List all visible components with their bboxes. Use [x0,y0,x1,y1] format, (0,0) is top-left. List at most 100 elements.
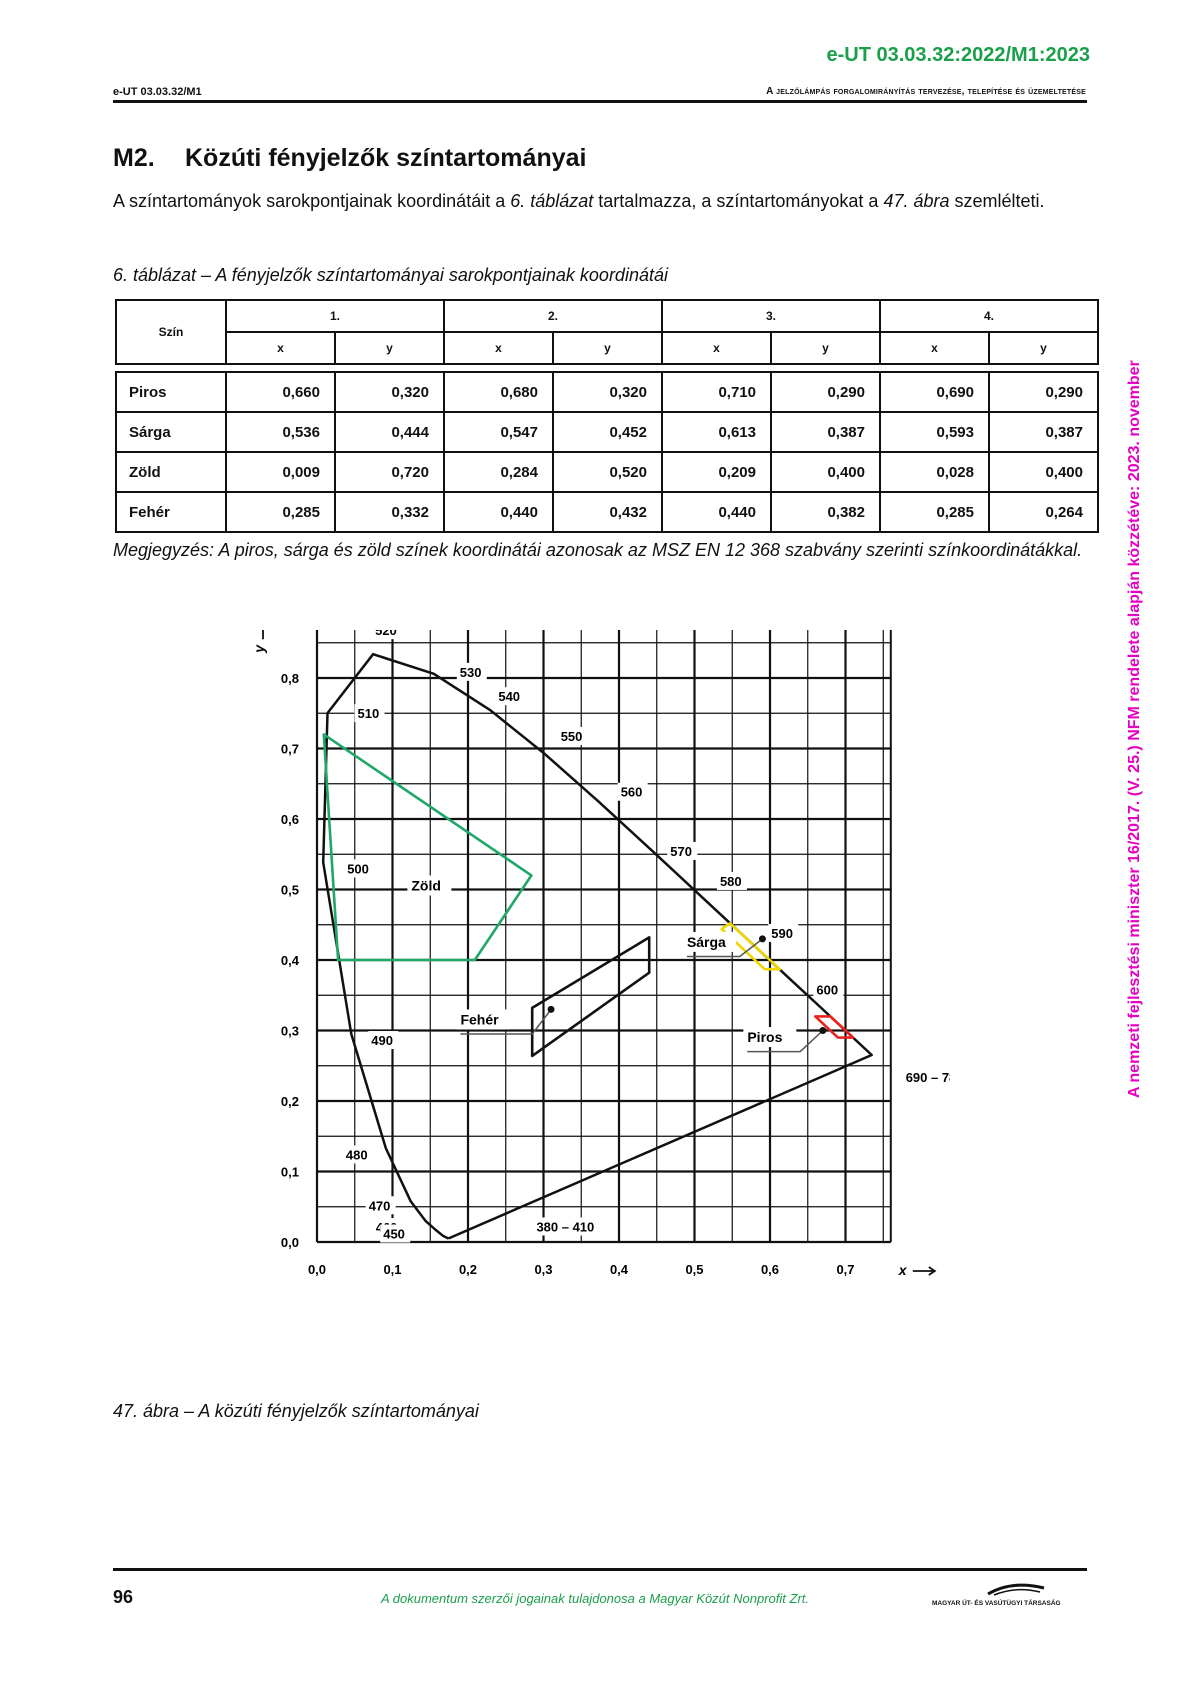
running-header-left: e-UT 03.03.32/M1 [113,86,202,98]
wavelength-label-bg [372,630,403,640]
table-spacer-row [116,363,1098,373]
wavelength-label-bg [495,687,526,706]
wavelength-label-bg [344,859,375,878]
wavelength-label-bg [716,871,747,890]
y-tick-label: 0,7 [281,742,299,757]
region-leader-line [747,1029,824,1053]
table-cell: 0,290 [770,371,881,413]
table-cell: 0,593 [879,411,990,453]
table-cell: 0,382 [770,491,881,533]
subheader-x: x [879,331,990,365]
table-cell: 0,690 [879,371,990,413]
wavelength-label-bg [617,782,648,801]
x-axis-arrow [912,1266,937,1276]
table-cell: 0,680 [443,371,554,413]
figure-reference: 47. ábra [883,191,950,211]
color-name: Piros [115,371,227,413]
figure-caption: 47. ábra – A közúti fényjelzők színtarto… [113,1401,479,1421]
region-sárga-outline [720,921,782,971]
color-coordinates-table: Szín 1. 2. 3. 4. x y x y x y x y Piros 0… [115,299,1099,533]
y-tick-label: 0,1 [281,1165,299,1180]
group-header-4: 4. [879,299,1099,333]
table-caption: 6. táblázat – A fényjelzők színtartomány… [113,265,668,285]
y-tick-label: 0,6 [281,812,299,827]
table-subheader-row: x y x y x y x y [116,331,1099,365]
subheader-y: y [552,331,663,365]
logo-text: MAGYAR ÚT- ÉS VASÚTÜGYI TÁRSASÁG [932,1598,1061,1607]
wavelength-label-bg [813,980,844,999]
wavelength-label: 570 [670,844,692,859]
y-tick-label: 0,3 [281,1024,299,1039]
table-cell: 0,264 [988,491,1099,533]
table-cell: 0,387 [770,411,881,453]
wavelength-label: 510 [357,706,379,721]
intro-text-3: szemlélteti. [949,191,1045,211]
section-number: M2. [113,144,155,172]
table-cell: 0,720 [334,451,445,493]
wavelength-label: 580 [720,874,742,889]
wavelength-label: 540 [498,689,520,704]
group-header-1: 1. [225,299,445,333]
region-zöld-outline [322,733,533,962]
table-cell: 0,547 [443,411,554,453]
region-leader-line [460,1008,552,1035]
table-cell: 0,660 [225,371,336,413]
table-cell: 0,613 [661,411,772,453]
wavelength-label-bg [354,704,385,723]
region-label: Sárga [687,934,726,950]
table-cell: 0,440 [661,491,772,533]
y-axis-arrow [262,630,264,640]
table-cell: 0,209 [661,451,772,493]
x-axis-label: x [898,1262,908,1278]
region-label: Piros [747,1029,782,1045]
table-cell: 0,285 [225,491,336,533]
section-title: M2. Közúti fényjelzők színtartományai [113,144,586,173]
region-leader-dot [547,1005,555,1013]
table-cell: 0,400 [988,451,1099,493]
x-tick-label: 0,3 [534,1262,552,1277]
chromaticity-chart: 0,0 0,1 0,2 0,3 0,4 0,5 0,6 0,7 0,0 0,1 0,2 0,3 0,4 0… [251,630,950,1278]
region-label: Fehér [460,1011,499,1027]
table-cell: 0,536 [225,411,336,453]
subheader-y: y [988,331,1099,365]
color-name: Zöld [115,451,227,493]
y-tick-label: 0,0 [281,1235,299,1250]
subheader-x: x [225,331,336,365]
footer-rule [113,1568,1087,1571]
table-cell: 0,387 [988,411,1099,453]
wavelength-label: 490 [371,1033,393,1048]
wavelength-label: 590 [771,926,793,941]
region-label: Zöld [411,878,441,894]
table-note: Megjegyzés: A piros, sárga és zöld színe… [113,540,1083,560]
table-cell: 0,440 [443,491,554,533]
header-rule [113,100,1087,103]
region-label-bg [682,931,736,952]
group-header-3: 3. [661,299,881,333]
region-piros-outline [813,1015,855,1039]
wavelength-label-bg [456,662,487,681]
section-title-text: Közúti fényjelzők színtartományai [185,144,587,172]
subheader-x: x [661,331,772,365]
wavelength-label-bg [902,1067,950,1086]
table-cell: 0,452 [552,411,663,453]
wavelength-label-bg [380,1224,411,1243]
wavelength-label: 530 [460,665,482,680]
x-tick-label: 0,7 [836,1262,854,1277]
table-cell: 0,285 [879,491,990,533]
x-tick-label: 0,4 [610,1262,629,1277]
table-cell: 0,444 [334,411,445,453]
copyright-notice: A dokumentum szerzői jogainak tulajdonos… [380,1591,809,1606]
row-header-cell: Szín [115,299,227,365]
spectral-locus-line [321,652,873,1240]
table-row: Piros 0,660 0,320 0,680 0,320 0,710 0,29… [115,371,1099,413]
wavelength-label: 470 [369,1198,391,1213]
wavelength-label: 500 [347,861,369,876]
table-row: Fehér 0,285 0,332 0,440 0,432 0,440 0,38… [115,491,1099,533]
table-cell: 0,520 [552,451,663,493]
wavelength-label: 480 [346,1147,368,1162]
wavelength-label-bg [533,1217,612,1236]
y-tick-label: 0,4 [281,953,300,968]
region-leader-dot [758,935,766,943]
intro-paragraph: A színtartományok sarokpontjainak koordi… [113,188,1087,215]
x-tick-label: 0,5 [685,1262,703,1277]
